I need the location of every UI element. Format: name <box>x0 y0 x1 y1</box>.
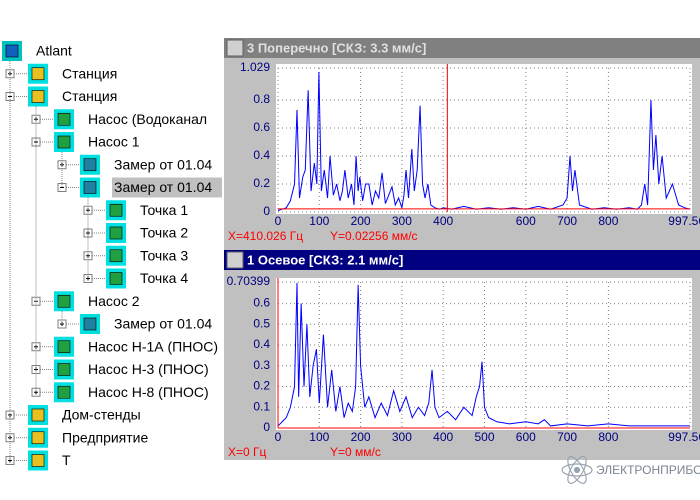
cursor-status: X=0 Гц <box>228 445 267 459</box>
y-tick-label: 0.3 <box>253 358 270 372</box>
x-tick-label: 800 <box>598 214 618 228</box>
node-label[interactable]: Станция <box>62 65 117 81</box>
spectrum-line <box>277 282 690 427</box>
y-tick-label: 0.1 <box>253 399 270 413</box>
chart-header <box>224 38 700 58</box>
x-tick-label: 300 <box>392 430 412 444</box>
node-label[interactable]: Замер от 01.04 <box>114 156 212 172</box>
node-icon <box>31 431 45 445</box>
watermark: ЭЛЕКТРОНПРИБОР <box>596 463 700 477</box>
x-tick-label: 200 <box>351 214 371 228</box>
node-label[interactable]: Насос 1 <box>88 134 140 150</box>
node-icon <box>109 226 123 240</box>
x-tick-label: 400 <box>433 214 453 228</box>
x-tick-label: 997.564 <box>668 430 700 444</box>
x-tick-label: 600 <box>516 430 536 444</box>
x-tick-label: 800 <box>598 430 618 444</box>
node-label[interactable]: Т <box>62 452 71 468</box>
node-icon <box>57 363 71 376</box>
node-icon <box>109 272 123 285</box>
y-tick-label: 1.029 <box>240 60 270 74</box>
x-tick-label: 0 <box>275 214 282 228</box>
x-tick-label: 600 <box>516 214 536 228</box>
node-icon <box>83 317 97 331</box>
y-tick-label: 0.2 <box>253 176 270 190</box>
plot-area <box>276 64 692 214</box>
node-label[interactable]: Atlant <box>36 43 72 59</box>
node-icon <box>57 294 71 308</box>
node-label[interactable]: Насос Н-1А (ПНОС) <box>88 338 218 354</box>
x-tick-label: 100 <box>309 430 329 444</box>
node-label[interactable]: Замер от 01.04 <box>114 316 212 332</box>
node-icon <box>109 203 123 217</box>
node-label[interactable]: Точка 4 <box>140 270 188 286</box>
x-tick-label: 700 <box>557 430 577 444</box>
node-label[interactable]: Точка 2 <box>140 225 188 241</box>
node-icon <box>57 385 71 399</box>
header-icon <box>226 251 244 269</box>
node-label[interactable]: Насос Н-8 (ПНОС) <box>88 384 209 400</box>
x-tick-label: 100 <box>309 214 329 228</box>
node-label[interactable]: Предприятие <box>62 429 148 445</box>
selection <box>112 177 222 198</box>
header-icon <box>226 39 244 57</box>
tree-view: Atlant Станция Станция Насос (Водоканал Насо… <box>2 41 222 471</box>
node-icon <box>31 90 45 103</box>
chart-title: 1 Осевое [СКЗ: 2.1 мм/с] <box>247 252 403 267</box>
node-icon <box>5 44 19 58</box>
y-tick-label: 0.2 <box>253 379 270 393</box>
logo <box>561 456 593 484</box>
node-label[interactable]: Дом-стенды <box>62 407 141 423</box>
y-tick-label: 0.4 <box>253 337 270 351</box>
y-tick-label: 0 <box>263 420 270 434</box>
y-tick-label: 0.6 <box>253 296 270 310</box>
node-label[interactable]: Точка 3 <box>140 247 188 263</box>
y-tick-label: 0.5 <box>253 316 270 330</box>
node-label[interactable]: Замер от 01.04 <box>114 179 212 195</box>
cursor-status: Y=0.02256 мм/с <box>330 229 418 243</box>
x-tick-label: 0 <box>275 430 282 444</box>
node-icon <box>57 340 71 354</box>
node-icon <box>31 67 45 81</box>
node-icon <box>83 158 97 172</box>
node-label[interactable]: Насос 2 <box>88 293 140 309</box>
y-tick-label: 0.6 <box>253 120 270 134</box>
node-icon <box>57 112 71 126</box>
node-label[interactable]: Насос (Водоканал <box>88 111 207 127</box>
x-tick-label: 997.564 <box>668 214 700 228</box>
node-label[interactable]: Насос Н-3 (ПНОС) <box>88 361 209 377</box>
y-tick-label: 0.70399 <box>227 274 271 288</box>
x-tick-label: 300 <box>392 214 412 228</box>
node-label[interactable]: Точка 1 <box>140 202 188 218</box>
node-icon <box>109 249 123 263</box>
y-tick-label: 0 <box>263 204 270 218</box>
charts: 3 Поперечно [СКЗ: 3.3 мм/с] 0 0.2 0.4 0.6 0.8… <box>224 38 700 459</box>
x-tick-label: 200 <box>351 430 371 444</box>
node-icon <box>31 408 45 422</box>
node-icon <box>31 454 45 467</box>
chart-header <box>224 250 700 270</box>
node-icon <box>57 135 71 149</box>
x-tick-label: 700 <box>557 214 577 228</box>
cursor-status: Y=0 мм/с <box>330 445 381 459</box>
node-label[interactable]: Станция <box>62 88 117 104</box>
chart-title: 3 Поперечно [СКЗ: 3.3 мм/с] <box>247 40 426 55</box>
x-tick-label: 500 <box>474 430 494 444</box>
x-tick-label: 400 <box>433 430 453 444</box>
node-icon <box>83 181 97 194</box>
cursor-status: X=410.026 Гц <box>228 229 303 243</box>
y-tick-label: 0.8 <box>253 92 270 106</box>
y-tick-label: 0.4 <box>253 148 270 162</box>
